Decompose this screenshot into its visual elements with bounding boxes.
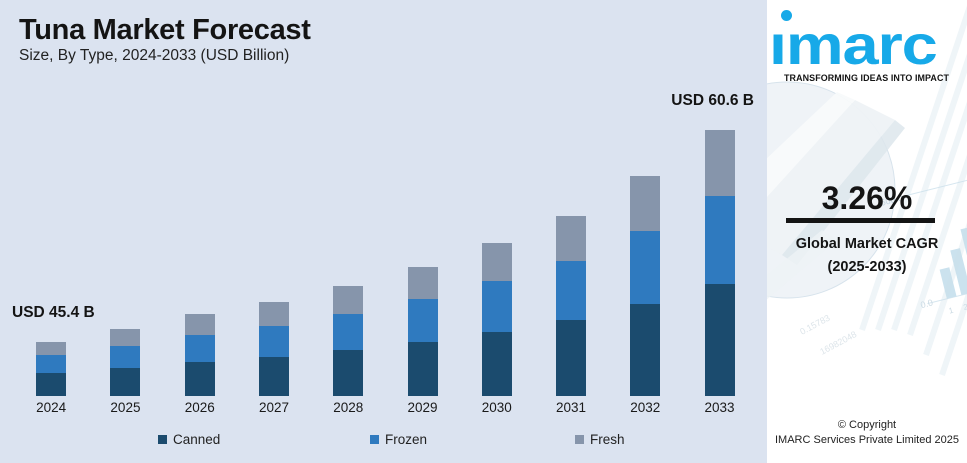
svg-text:0.15783: 0.15783: [798, 313, 831, 337]
svg-text:16982048: 16982048: [818, 329, 858, 357]
svg-text:1: 1: [948, 306, 955, 316]
